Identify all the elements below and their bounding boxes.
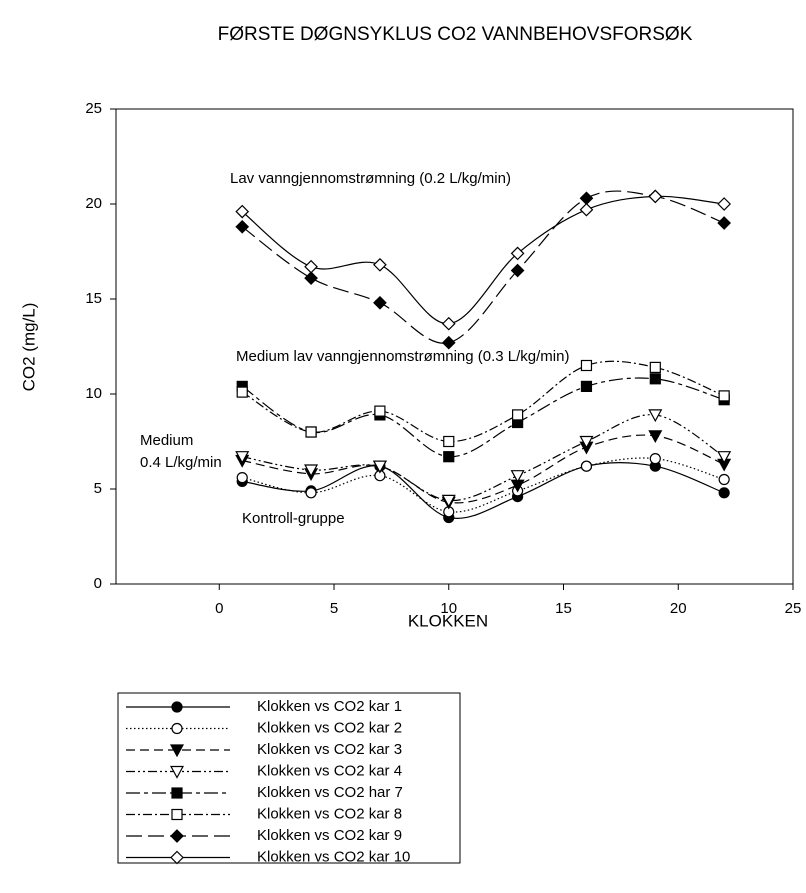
marker [236,472,248,484]
chart-title: FØRSTE DØGNSYKLUS CO2 VANNBEHOVSFORSØK [218,24,693,45]
x-tick-label: 20 [670,600,687,617]
marker [580,380,593,392]
x-tick-label: 15 [555,600,572,617]
legend-marker [169,765,185,779]
legend-label: Klokken vs CO2 kar 10 [257,848,410,865]
legend-label: Klokken vs CO2 kar 9 [257,827,402,844]
marker [304,464,319,478]
plot-frame [115,108,794,585]
legend-label: Klokken vs CO2 kar 8 [257,805,402,822]
marker [649,453,661,465]
y-tick-label: 5 [94,480,102,497]
series-line [242,462,725,519]
marker [373,257,387,272]
legend-box [117,692,461,864]
y-tick-label: 20 [85,195,102,212]
marker [580,460,593,472]
legend-label: Klokken vs CO2 kar 3 [257,741,402,758]
marker [443,435,455,448]
marker [579,191,594,206]
marker [648,189,663,204]
legend-label: Klokken vs CO2 har 7 [257,784,403,801]
annotation: Kontroll-gruppe [242,510,345,527]
x-tick-label: 10 [440,600,457,617]
marker [443,451,455,463]
annotation: 0.4 L/kg/min [140,454,222,471]
legend-marker [170,850,184,865]
legend-label: Klokken vs CO2 kar 1 [257,698,402,715]
y-tick-label: 15 [85,290,102,307]
y-tick-label: 10 [85,385,102,402]
marker [717,451,732,464]
marker [235,451,250,464]
y-tick-label: 25 [85,100,102,117]
marker [510,470,525,483]
legend-marker [170,829,184,843]
marker [718,390,730,402]
marker [305,487,317,499]
marker [717,216,732,230]
marker [235,219,250,234]
x-tick-label: 5 [330,600,338,617]
series-line [241,377,725,458]
marker [441,335,456,350]
annotation: Lav vanngjennomstrømning (0.2 L/kg/min) [230,170,511,187]
y-axis-label: CO2 (mg/L) [19,303,38,392]
x-tick-label: 25 [785,600,802,617]
marker [510,263,525,278]
marker [579,435,594,449]
marker [512,409,524,421]
series-line [241,195,725,325]
legend-marker [171,701,183,713]
marker [510,246,525,261]
marker [580,359,593,372]
marker [305,426,317,438]
marker [717,197,732,211]
series-line [241,360,725,443]
marker [441,316,456,331]
marker [304,259,318,274]
marker [374,405,386,417]
legend-marker [171,787,183,799]
marker [648,430,663,444]
x-axis-label: KLOKKEN [408,611,488,630]
marker [579,202,594,217]
legend-label: Klokken vs CO2 kar 4 [257,762,402,779]
annotation: Medium lav vanngjennomstrømning (0.3 L/k… [236,348,569,365]
marker [649,361,661,373]
marker [441,494,456,508]
marker [718,487,730,499]
legend-marker [171,808,183,821]
legend-label: Klokken vs CO2 kar 2 [257,719,402,736]
marker [236,386,248,398]
marker [718,473,730,486]
legend-marker [171,722,183,735]
marker [649,373,661,385]
series-line [241,190,725,344]
marker [648,409,663,423]
marker [235,204,250,219]
legend-marker [169,744,185,758]
series-line [242,434,725,504]
marker [372,460,387,474]
y-tick-label: 0 [94,575,102,592]
annotation: Medium [140,432,193,449]
marker [304,271,318,285]
x-tick-label: 0 [215,600,223,617]
series-line [242,457,725,513]
marker [373,295,387,310]
